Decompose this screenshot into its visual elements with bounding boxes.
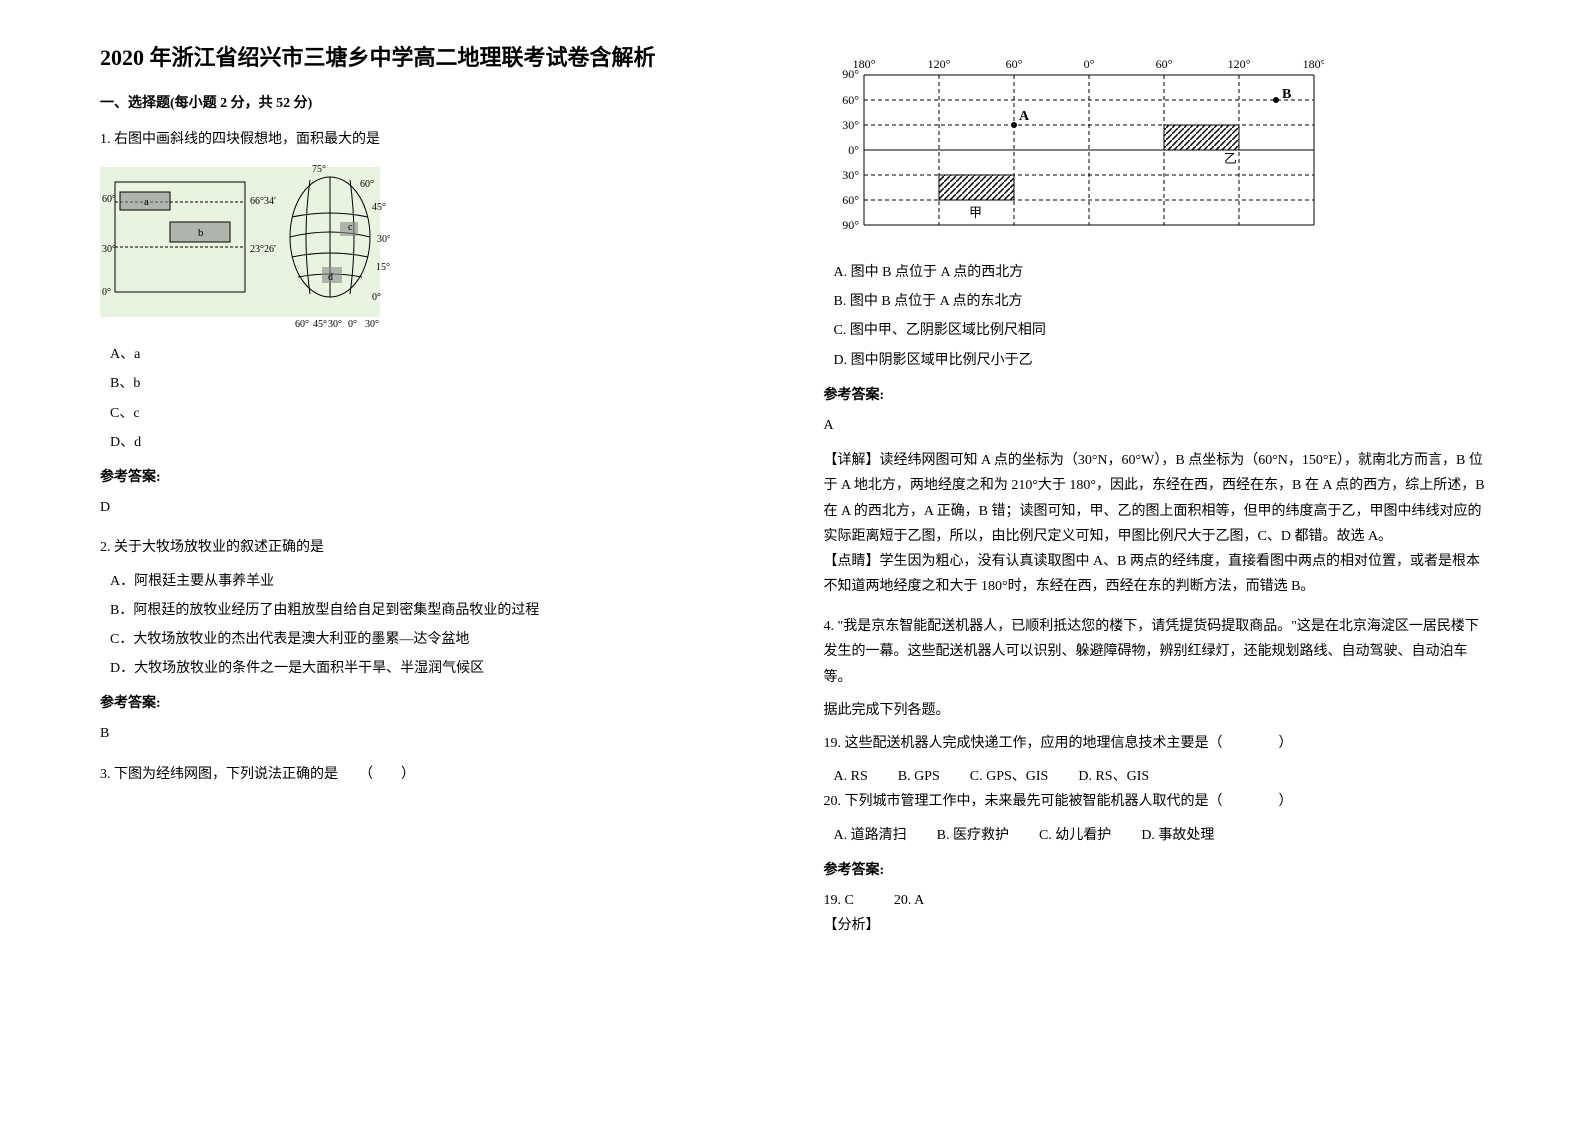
q3-top-5: 120° [1227,57,1250,71]
q1-answer-header: 参考答案: [100,465,764,490]
q1-fig-b: b [198,227,204,239]
q4-basis: 据此完成下列各题。 [824,698,1488,723]
q4-analysis-label: 【分析】 [824,913,1488,938]
q3-mark-j: 甲 [969,205,982,220]
q3-note: 【点睛】学生因为粗心，没有认真读取图中 A、B 两点的经纬度，直接看图中两点的相… [824,549,1488,599]
q1-opt-c: C、c [100,401,764,426]
q1-b45: 45° [313,319,327,330]
q1-answer: D [100,495,764,520]
question-3-stem: 3. 下图为经纬网图，下列说法正确的是 （ ） [100,762,764,787]
q1-opt-d: D、d [100,430,764,455]
q1-b0: 0° [348,319,357,330]
q3-answer: A [824,413,1488,438]
q3-mark-z: 乙 [1224,151,1237,166]
q3-left-2: 30° [842,118,859,132]
q1-opt-a: A、a [100,342,764,367]
q3-text: 3. 下图为经纬网图，下列说法正确的是 （ ） [100,762,764,787]
q3-left-5: 60° [842,193,859,207]
q2-opt-a: A．阿根廷主要从事养羊业 [100,569,764,594]
question-1: 1. 右图中画斜线的四块假想地，面积最大的是 a b 60° 30° 0° [100,127,764,520]
q1-opt-b: B、b [100,371,764,396]
q1-top45: 45° [372,202,386,213]
question-4: 4. "我是京东智能配送机器人，已顺利抵达您的楼下，请凭提货码提取商品。"这是在… [824,614,1488,938]
q4-sub19-text: 19. 这些配送机器人完成快递工作，应用的地理信息技术主要是（ ） [824,731,1488,756]
q4-20-a: A. 道路清扫 [834,823,907,848]
section-header: 一、选择题(每小题 2 分，共 52 分) [100,92,764,112]
q3-explain-label: 【详解】 [824,453,880,468]
q1-fig-d: d [328,272,333,283]
question-2: 2. 关于大牧场放牧业的叙述正确的是 A．阿根廷主要从事养羊业 B．阿根廷的放牧… [100,535,764,746]
q3-top-1: 120° [927,57,950,71]
q3-left-1: 60° [842,93,859,107]
q1-b60: 60° [295,319,309,330]
q4-ans20: 20. A [894,888,924,913]
q3-top-2: 60° [1005,57,1022,71]
q4-20-d: D. 事故处理 [1141,823,1214,848]
q3-answer-header: 参考答案: [824,383,1488,408]
q1-top60: 60° [360,179,374,190]
q3-left-6: 90° [842,218,859,232]
q1-text: 1. 右图中画斜线的四块假想地，面积最大的是 [100,127,764,152]
q3-mark-a: A [1019,109,1030,124]
q1-figure: a b 60° 30° 0° 66°34′ 23°26′ [100,162,764,332]
q1-top75: 75° [312,164,326,175]
q3-opt-a: A. 图中 B 点位于 A 点的西北方 [824,260,1488,285]
q1-b30r: 30° [365,319,379,330]
q4-sub20-text: 20. 下列城市管理工作中，未来最先可能被智能机器人取代的是（ ） [824,789,1488,814]
q3-left-0: 90° [842,67,859,81]
q4-19-d: D. RS、GIS [1078,764,1149,789]
q1-top15: 15° [376,262,390,273]
q2-answer-header: 参考答案: [100,691,764,716]
left-column: 2020 年浙江省绍兴市三塘乡中学高二地理联考试卷含解析 一、选择题(每小题 2… [100,40,764,953]
q3-opt-d: D. 图中阴影区域甲比例尺小于乙 [824,348,1488,373]
q1-lat0: 0° [102,287,111,298]
q1-23-26: 23°26′ [250,244,276,255]
q1-top0: 0° [372,292,381,303]
q1-top30: 30° [377,234,390,245]
q3-opt-c: C. 图中甲、乙阴影区域比例尺相同 [824,318,1488,343]
q2-text: 2. 关于大牧场放牧业的叙述正确的是 [100,535,764,560]
q4-sub20-opts: A. 道路清扫 B. 医疗救护 C. 幼儿看护 D. 事故处理 [824,823,1488,848]
q2-opt-c: C．大牧场放牧业的杰出代表是澳大利亚的墨累—达令盆地 [100,627,764,652]
q3-note-label: 【点睛】 [824,554,880,569]
q3-top-3: 0° [1083,57,1094,71]
q4-20-c: C. 幼儿看护 [1039,823,1111,848]
q3-mark-b: B [1282,87,1291,102]
q3-options: A. 图中 B 点位于 A 点的西北方 B. 图中 B 点位于 A 点的东北方 … [824,260,1488,599]
q4-intro: 4. "我是京东智能配送机器人，已顺利抵达您的楼下，请凭提货码提取商品。"这是在… [824,614,1488,690]
q4-ans19: 19. C [824,888,854,913]
q1-lat60: 60° [102,194,116,205]
q4-answers: 19. C 20. A [824,888,1488,913]
q4-20-b: B. 医疗救护 [937,823,1009,848]
q2-opt-d: D．大牧场放牧业的条件之一是大面积半干旱、半湿润气候区 [100,656,764,681]
q3-top-4: 60° [1155,57,1172,71]
q3-opt-b: B. 图中 B 点位于 A 点的东北方 [824,289,1488,314]
q3-figure: 180° 120° 60° 0° 60° 120° 180° 90° 60° 3… [824,50,1488,250]
doc-title: 2020 年浙江省绍兴市三塘乡中学高二地理联考试卷含解析 [100,40,764,72]
q1-lat30: 30° [102,244,116,255]
q3-left-4: 30° [842,168,859,182]
q1-fig-a: a [144,196,149,208]
q3-explain: 【详解】读经纬网图可知 A 点的坐标为（30°N，60°W），B 点坐标为（60… [824,448,1488,549]
q1-fig-c: c [348,222,353,233]
q4-sub19-opts: A. RS B. GPS C. GPS、GIS D. RS、GIS [824,764,1488,789]
q4-answer-header: 参考答案: [824,858,1488,883]
q4-19-c: C. GPS、GIS [970,764,1049,789]
q2-opt-b: B．阿根廷的放牧业经历了由粗放型自给自足到密集型商品牧业的过程 [100,598,764,623]
q4-19-b: B. GPS [898,764,940,789]
right-column: 180° 120° 60° 0° 60° 120° 180° 90° 60° 3… [824,40,1488,953]
q2-answer: B [100,721,764,746]
q3-left-3: 0° [848,143,859,157]
q1-66-34: 66°34′ [250,196,276,207]
q3-explain-text: 读经纬网图可知 A 点的坐标为（30°N，60°W），B 点坐标为（60°N，1… [824,453,1485,544]
q3-top-6: 180° [1302,57,1323,71]
q1-b30: 30° [328,319,342,330]
q4-19-a: A. RS [834,764,868,789]
q3-note-text: 学生因为粗心，没有认真读取图中 A、B 两点的经纬度，直接看图中两点的相对位置，… [824,554,1480,594]
